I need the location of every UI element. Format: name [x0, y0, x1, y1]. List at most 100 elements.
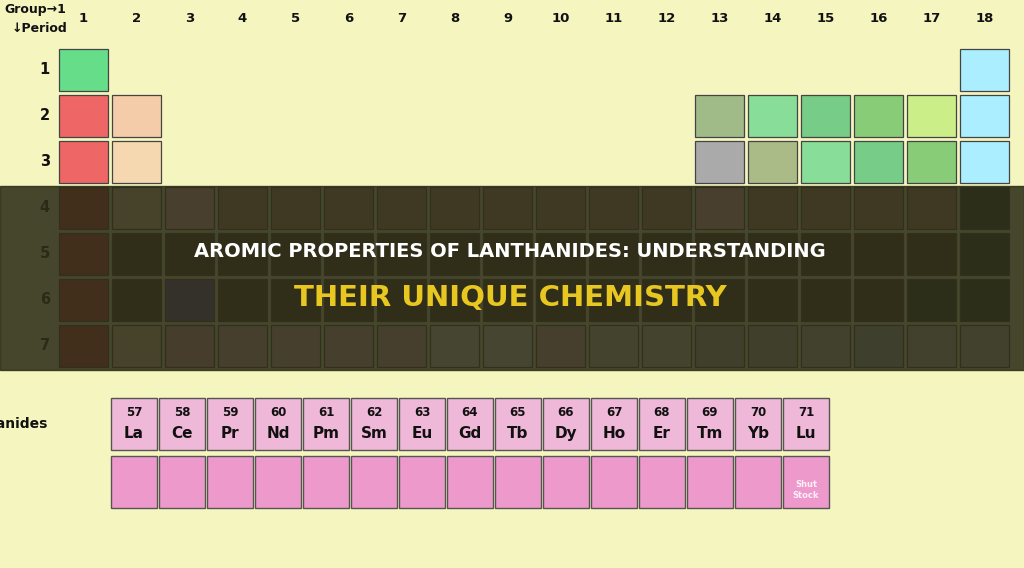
- Bar: [377, 279, 426, 321]
- Text: 5: 5: [291, 11, 300, 24]
- Bar: [961, 279, 1009, 321]
- Bar: [495, 456, 541, 508]
- Bar: [543, 398, 589, 450]
- Text: 15: 15: [816, 11, 835, 24]
- Bar: [430, 279, 479, 321]
- Bar: [483, 187, 532, 229]
- Bar: [907, 187, 956, 229]
- Text: Dy: Dy: [555, 426, 578, 441]
- Bar: [591, 456, 637, 508]
- Bar: [430, 325, 479, 367]
- Bar: [430, 187, 479, 229]
- Bar: [642, 233, 691, 275]
- Bar: [495, 398, 541, 450]
- Text: 7: 7: [397, 11, 407, 24]
- Text: 13: 13: [711, 11, 729, 24]
- Text: 17: 17: [923, 11, 941, 24]
- Bar: [961, 49, 1009, 91]
- Text: 14: 14: [763, 11, 781, 24]
- Bar: [324, 279, 373, 321]
- Bar: [271, 325, 319, 367]
- Text: 16: 16: [869, 11, 888, 24]
- Text: 6: 6: [40, 293, 50, 307]
- Bar: [59, 141, 108, 183]
- Text: Eu: Eu: [412, 426, 432, 441]
- Bar: [255, 398, 301, 450]
- Bar: [854, 233, 903, 275]
- Bar: [59, 49, 108, 91]
- Bar: [735, 456, 781, 508]
- Text: 3: 3: [185, 11, 195, 24]
- Bar: [801, 279, 850, 321]
- Text: 67: 67: [606, 406, 623, 419]
- Bar: [377, 325, 426, 367]
- Bar: [112, 325, 161, 367]
- Text: Shut
Stock: Shut Stock: [793, 480, 819, 499]
- Bar: [748, 279, 797, 321]
- Text: 58: 58: [174, 406, 190, 419]
- Bar: [207, 398, 253, 450]
- Text: Tm: Tm: [696, 426, 723, 441]
- Bar: [218, 187, 267, 229]
- Text: 12: 12: [657, 11, 676, 24]
- Bar: [112, 141, 161, 183]
- Bar: [0, 186, 1024, 370]
- Bar: [748, 187, 797, 229]
- Bar: [907, 233, 956, 275]
- Text: Ce: Ce: [171, 426, 193, 441]
- Bar: [854, 141, 903, 183]
- Bar: [735, 398, 781, 450]
- Text: 70: 70: [750, 406, 766, 419]
- Text: 7: 7: [40, 339, 50, 353]
- Bar: [483, 279, 532, 321]
- Text: ↓Period: ↓Period: [12, 22, 68, 35]
- Text: 8: 8: [450, 11, 459, 24]
- Bar: [303, 398, 349, 450]
- Text: 4: 4: [40, 201, 50, 215]
- Bar: [218, 233, 267, 275]
- Text: 71: 71: [798, 406, 814, 419]
- Bar: [801, 141, 850, 183]
- Bar: [351, 456, 397, 508]
- Text: AROMIC PROPERTIES OF LANTHANIDES: UNDERSTANDING: AROMIC PROPERTIES OF LANTHANIDES: UNDERS…: [195, 243, 826, 261]
- Bar: [801, 95, 850, 137]
- Text: 6: 6: [344, 11, 353, 24]
- Bar: [591, 398, 637, 450]
- Bar: [165, 279, 214, 321]
- Text: Ho: Ho: [602, 426, 626, 441]
- Bar: [303, 456, 349, 508]
- Text: 10: 10: [551, 11, 569, 24]
- Text: 3: 3: [40, 154, 50, 169]
- Bar: [255, 456, 301, 508]
- Bar: [695, 233, 744, 275]
- Bar: [801, 187, 850, 229]
- Bar: [112, 187, 161, 229]
- Bar: [907, 279, 956, 321]
- Text: 1: 1: [79, 11, 88, 24]
- Text: 4: 4: [238, 11, 247, 24]
- Text: 61: 61: [317, 406, 334, 419]
- Bar: [165, 325, 214, 367]
- Bar: [111, 398, 157, 450]
- Bar: [801, 233, 850, 275]
- Bar: [483, 233, 532, 275]
- Text: 57: 57: [126, 406, 142, 419]
- Bar: [695, 325, 744, 367]
- Text: Group→1: Group→1: [4, 3, 66, 16]
- Bar: [159, 456, 205, 508]
- Bar: [961, 233, 1009, 275]
- Bar: [536, 279, 585, 321]
- Bar: [351, 398, 397, 450]
- Bar: [536, 325, 585, 367]
- Bar: [271, 187, 319, 229]
- Bar: [112, 279, 161, 321]
- Text: 69: 69: [701, 406, 718, 419]
- Bar: [112, 95, 161, 137]
- Text: 2: 2: [132, 11, 141, 24]
- Bar: [748, 95, 797, 137]
- Bar: [112, 233, 161, 275]
- Bar: [961, 187, 1009, 229]
- Text: Pr: Pr: [221, 426, 240, 441]
- Bar: [324, 325, 373, 367]
- Bar: [59, 187, 108, 229]
